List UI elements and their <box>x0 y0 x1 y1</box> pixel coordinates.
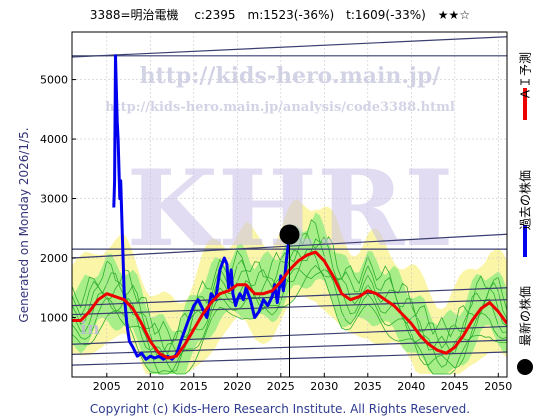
x-tick-label: 2040 <box>397 380 425 393</box>
watermark-url-detail: http://kids-hero.main.jp/analysis/code33… <box>105 100 455 115</box>
x-tick-label: 2005 <box>93 380 121 393</box>
legend-past-label: 過去の株価 <box>518 169 533 231</box>
generated-date-label: Generated on Monday 2026/1/5. <box>17 127 31 323</box>
x-tick-label: 2050 <box>484 380 512 393</box>
latest-price-marker <box>279 224 300 245</box>
y-tick-label: 3000 <box>40 193 68 206</box>
watermark-small: in <box>80 318 100 339</box>
x-tick-label: 2035 <box>354 380 382 393</box>
y-tick-label: 2000 <box>40 252 68 265</box>
x-tick-label: 2015 <box>180 380 208 393</box>
legend-latest-label: 最新の株価 <box>518 285 533 347</box>
forecast-inner-band <box>72 212 507 374</box>
x-tick-label: 2025 <box>267 380 295 393</box>
plot-frame <box>71 31 508 378</box>
x-tick-label: 2045 <box>441 380 469 393</box>
y-tick-label: 4000 <box>40 133 68 146</box>
y-tick-label: 5000 <box>40 74 68 87</box>
x-tick-label: 2030 <box>310 380 338 393</box>
copyright-text: Copyright (c) Kids-Hero Research Institu… <box>89 402 471 416</box>
chart-title: 3388=明治電機 c:2395 m:1523(-36%) t:1609(-33… <box>89 8 471 22</box>
trend-line <box>72 36 507 58</box>
x-tick-label: 2010 <box>136 380 164 393</box>
plot-area: KHRIhttp://kids-hero.main.jp/http://kids… <box>72 32 507 377</box>
legend-ai-label: ＡＩ予測 <box>518 51 533 101</box>
y-tick-label: 1000 <box>40 312 68 325</box>
watermark-url: http://kids-hero.main.jp/ <box>140 63 442 89</box>
series-line <box>112 54 291 361</box>
x-tick-label: 2020 <box>223 380 251 393</box>
legend-latest-swatch <box>517 359 533 375</box>
